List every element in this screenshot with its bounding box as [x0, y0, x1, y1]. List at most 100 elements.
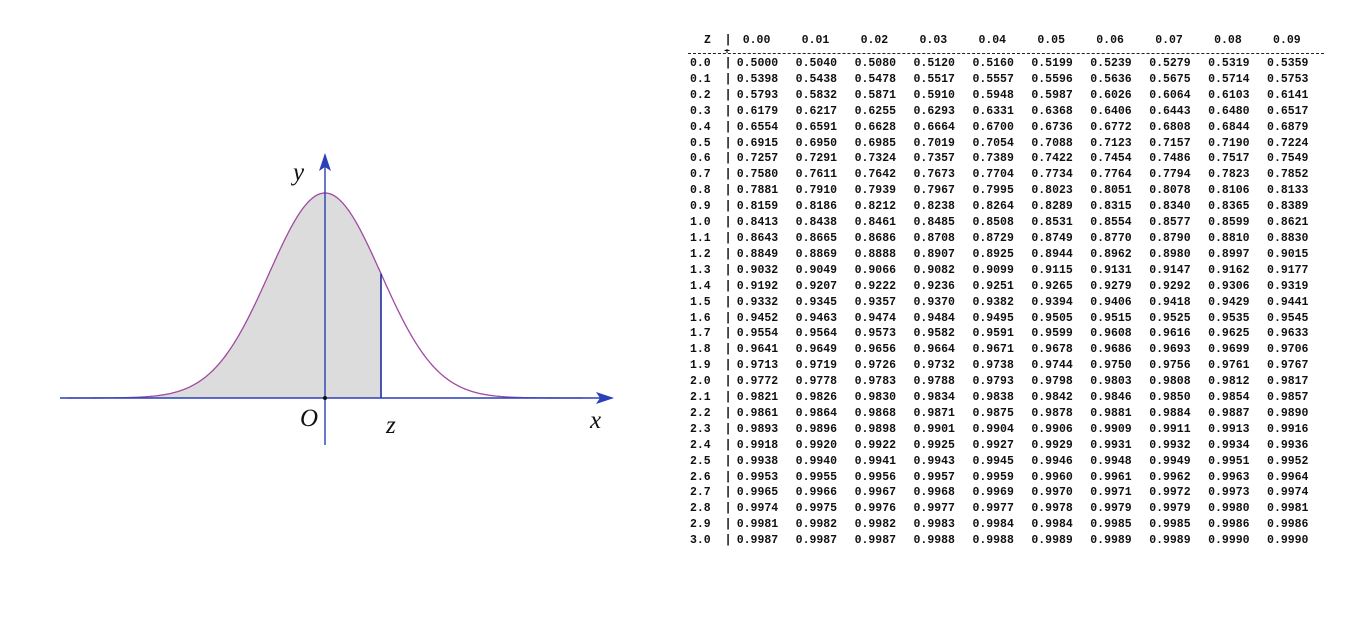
- table-cell: 0.5714: [1208, 72, 1250, 86]
- table-cell: 0.9441: [1267, 295, 1309, 309]
- table-cell: 0.5000: [736, 57, 779, 70]
- table-cell: 0.9706: [1267, 343, 1309, 357]
- table-cell: 0.9474: [854, 311, 897, 325]
- table-row: 1.4 | 0.9192 0.9207 0.9222 0.9236 0.9251 0.9265…: [688, 279, 1326, 295]
- table-row: 2.6 | 0.9953 0.9955 0.9956 0.9957 0.9959 0.9960…: [688, 470, 1326, 486]
- table-cell: 0.8264: [972, 200, 1014, 214]
- table-cell: 0.8365: [1208, 200, 1250, 214]
- table-cell: 0.9968: [913, 486, 955, 500]
- table-cell: 0.9965: [736, 486, 779, 500]
- table-cell: 0.9896: [795, 422, 838, 436]
- table-cell: 0.9987: [854, 534, 897, 548]
- table-cell: 0.9066: [854, 263, 897, 277]
- table-cell: 0.7357: [913, 152, 955, 166]
- table-cell: 0.7611: [795, 168, 838, 182]
- y-axis-label: y: [290, 159, 305, 186]
- table-cell: 0.9979: [1149, 502, 1191, 516]
- column-header: 0.00: [742, 34, 771, 47]
- table-row: 2.0 | 0.9772 0.9778 0.9783 0.9788 0.9793 0.9798…: [688, 374, 1326, 390]
- table-cell: 0.9969: [972, 486, 1014, 500]
- table-cell: 0.8438: [795, 216, 838, 230]
- table-cell: 0.8708: [913, 231, 955, 245]
- column-header: 0.05: [1037, 34, 1065, 47]
- table-cell: 0.9535: [1208, 311, 1250, 325]
- table-cell: 0.9505: [1031, 311, 1073, 325]
- shaded-area: [67, 193, 382, 398]
- header-separator: |: [724, 34, 732, 47]
- row-z-label: 2.6: [690, 470, 711, 484]
- table-cell: 0.9788: [913, 375, 955, 389]
- table-cell: 0.9972: [1149, 486, 1191, 500]
- table-cell: 0.8078: [1149, 184, 1191, 198]
- row-z-label: 2.1: [690, 391, 711, 405]
- table-cell: 0.7852: [1267, 168, 1309, 182]
- table-cell: 0.8554: [1090, 216, 1132, 230]
- table-cell: 0.9032: [736, 263, 779, 277]
- row-separator: |: [724, 422, 732, 436]
- table-cell: 0.7123: [1090, 136, 1132, 150]
- table-cell: 0.9515: [1090, 311, 1132, 325]
- table-cell: 0.8944: [1031, 247, 1073, 261]
- normal-curve-svg: y x O z: [60, 153, 614, 445]
- table-cell: 0.6331: [972, 104, 1014, 118]
- table-cell: 0.9846: [1090, 391, 1132, 405]
- table-cell: 0.8159: [736, 200, 779, 214]
- table-cell: 0.5040: [795, 57, 838, 70]
- table-cell: 0.9429: [1208, 295, 1250, 309]
- table-cell: 0.5199: [1031, 57, 1073, 70]
- table-cell: 0.8643: [736, 231, 779, 245]
- table-cell: 0.9990: [1267, 534, 1309, 548]
- z-table-grid: Z | 0.00 0.01 0.02 0.03 0.04 0.05 0.06 0.07 0.08…: [688, 33, 1326, 549]
- table-cell: 0.8133: [1267, 184, 1309, 198]
- table-cell: 0.9817: [1267, 375, 1309, 389]
- column-header: 0.04: [978, 34, 1007, 47]
- table-cell: 0.8315: [1090, 200, 1132, 214]
- table-cell: 0.9956: [854, 470, 897, 484]
- table-cell: 0.9976: [854, 502, 897, 516]
- row-separator: |: [724, 57, 732, 70]
- table-cell: 0.9699: [1208, 343, 1250, 357]
- table-row: 1.6 | 0.9452 0.9463 0.9474 0.9484 0.9495 0.9505…: [688, 311, 1326, 327]
- table-cell: 0.9625: [1208, 327, 1250, 341]
- table-cell: 0.6772: [1090, 120, 1132, 134]
- row-separator: |: [724, 168, 732, 182]
- table-cell: 0.5871: [854, 88, 897, 102]
- table-cell: 0.9868: [854, 406, 897, 420]
- row-separator: |: [724, 88, 732, 102]
- column-header: 0.08: [1214, 34, 1242, 47]
- table-row: 0.6 | 0.7257 0.7291 0.7324 0.7357 0.7389 0.7422…: [688, 151, 1326, 167]
- table-cell: 0.9990: [1208, 534, 1250, 548]
- row-z-label: 1.7: [690, 327, 711, 341]
- table-cell: 0.9980: [1208, 502, 1250, 516]
- table-cell: 0.9977: [913, 502, 955, 516]
- table-row: 3.0 | 0.9987 0.9987 0.9987 0.9988 0.9988 0.9989…: [688, 533, 1326, 549]
- column-header: 0.01: [801, 34, 830, 47]
- table-cell: 0.7764: [1090, 168, 1132, 182]
- table-cell: 0.9830: [854, 391, 897, 405]
- row-z-label: 2.7: [690, 486, 711, 500]
- row-separator: |: [724, 470, 732, 484]
- table-cell: 0.7422: [1031, 152, 1073, 166]
- table-cell: 0.7324: [854, 152, 897, 166]
- table-cell: 0.8770: [1090, 231, 1132, 245]
- table-cell: 0.9913: [1208, 422, 1250, 436]
- table-cell: 0.7642: [854, 168, 897, 182]
- table-cell: 0.5517: [913, 72, 955, 86]
- column-header: 0.03: [919, 34, 948, 47]
- table-cell: 0.9881: [1090, 406, 1132, 420]
- table-row: 1.5 | 0.9332 0.9345 0.9357 0.9370 0.9382 0.9394…: [688, 295, 1326, 311]
- origin-dot: [323, 396, 327, 400]
- table-cell: 0.5398: [736, 72, 779, 86]
- table-cell: 0.9951: [1208, 454, 1250, 468]
- table-cell: 0.9495: [972, 311, 1014, 325]
- table-cell: 0.6591: [795, 120, 838, 134]
- table-cell: 0.9931: [1090, 438, 1132, 452]
- table-cell: 0.9812: [1208, 375, 1250, 389]
- table-row: 2.2 | 0.9861 0.9864 0.9868 0.9871 0.9875 0.9878…: [688, 406, 1326, 422]
- table-cell: 0.7019: [913, 136, 955, 150]
- table-cell: 0.9983: [913, 518, 955, 532]
- table-cell: 0.9878: [1031, 406, 1073, 420]
- table-cell: 0.9834: [913, 391, 955, 405]
- table-cell: 0.9934: [1208, 438, 1250, 452]
- row-separator: |: [724, 295, 732, 309]
